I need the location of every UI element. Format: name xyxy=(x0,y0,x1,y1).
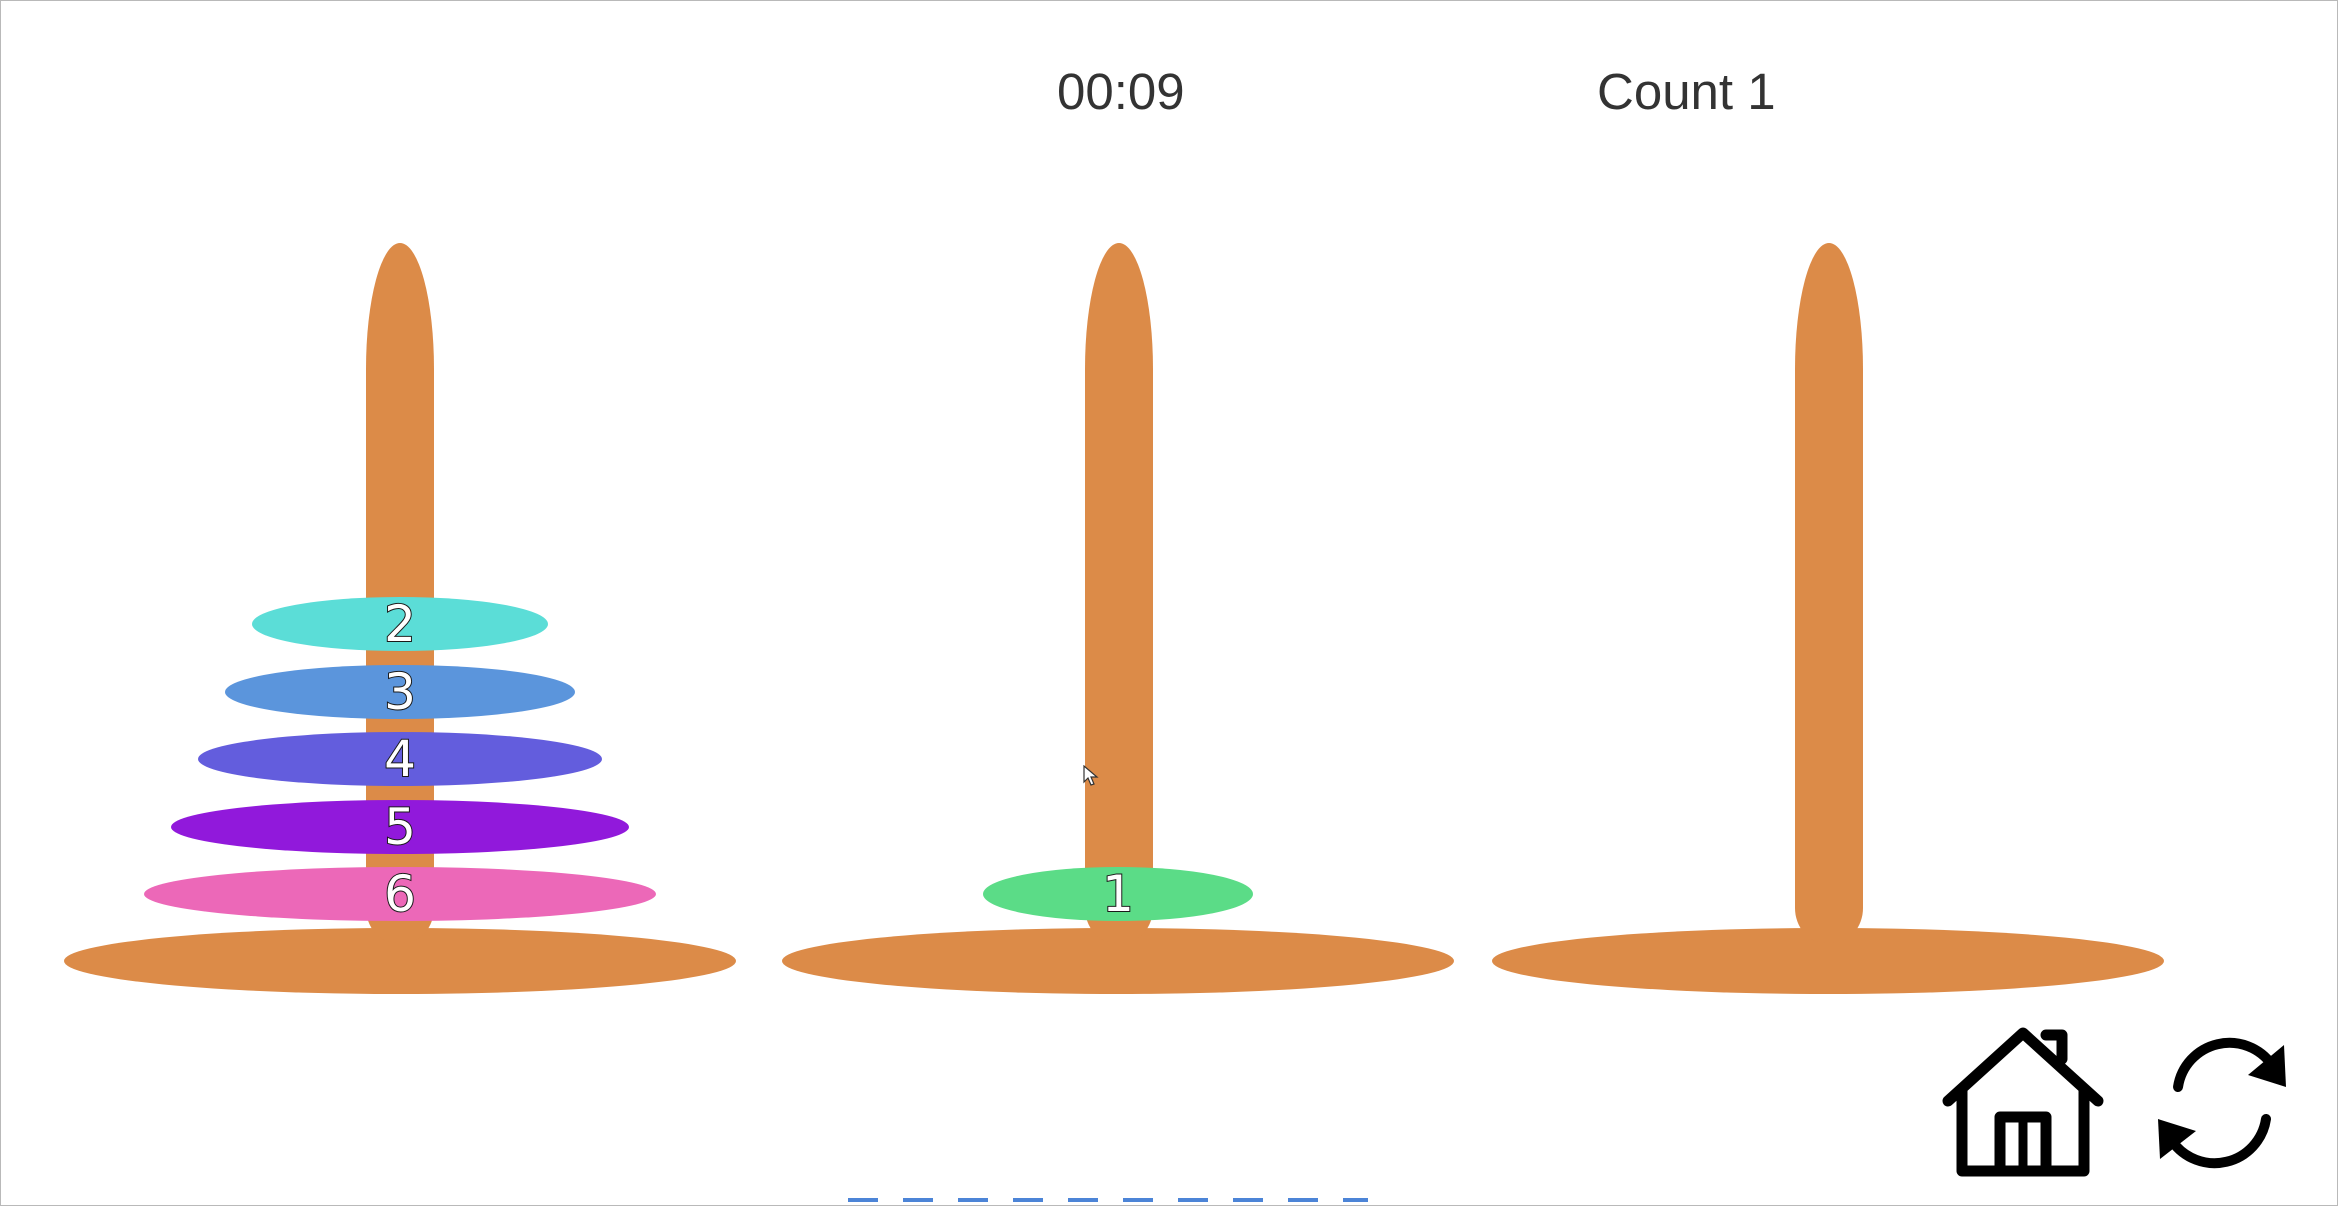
disk-label: 6 xyxy=(383,865,417,923)
mouse-cursor-icon xyxy=(1083,764,1099,792)
disk-label: 3 xyxy=(383,663,417,721)
house-icon xyxy=(1942,1027,2104,1177)
disk-5[interactable]: 5 xyxy=(171,798,629,856)
tower-right-peg[interactable] xyxy=(1795,243,1863,943)
timer-display: 00:09 xyxy=(1057,63,1185,120)
disk-1[interactable]: 1 xyxy=(983,865,1253,923)
disk-label: 4 xyxy=(383,730,417,788)
tower-middle-peg[interactable] xyxy=(1085,243,1153,943)
disk-label: 1 xyxy=(1101,865,1135,923)
disk-2[interactable]: 2 xyxy=(252,595,548,653)
move-counter: Count 1 xyxy=(1597,63,1776,120)
refresh-arrows-icon xyxy=(2158,1037,2286,1169)
home-button[interactable] xyxy=(1940,1027,2106,1177)
disk-6[interactable]: 6 xyxy=(144,865,656,923)
disk-4[interactable]: 4 xyxy=(198,730,602,788)
disk-label: 5 xyxy=(383,798,417,856)
disk-3[interactable]: 3 xyxy=(225,663,575,721)
disk-label: 2 xyxy=(383,595,417,653)
restart-button[interactable] xyxy=(2152,1027,2292,1177)
cut-off-bottom-link xyxy=(848,1196,1368,1206)
